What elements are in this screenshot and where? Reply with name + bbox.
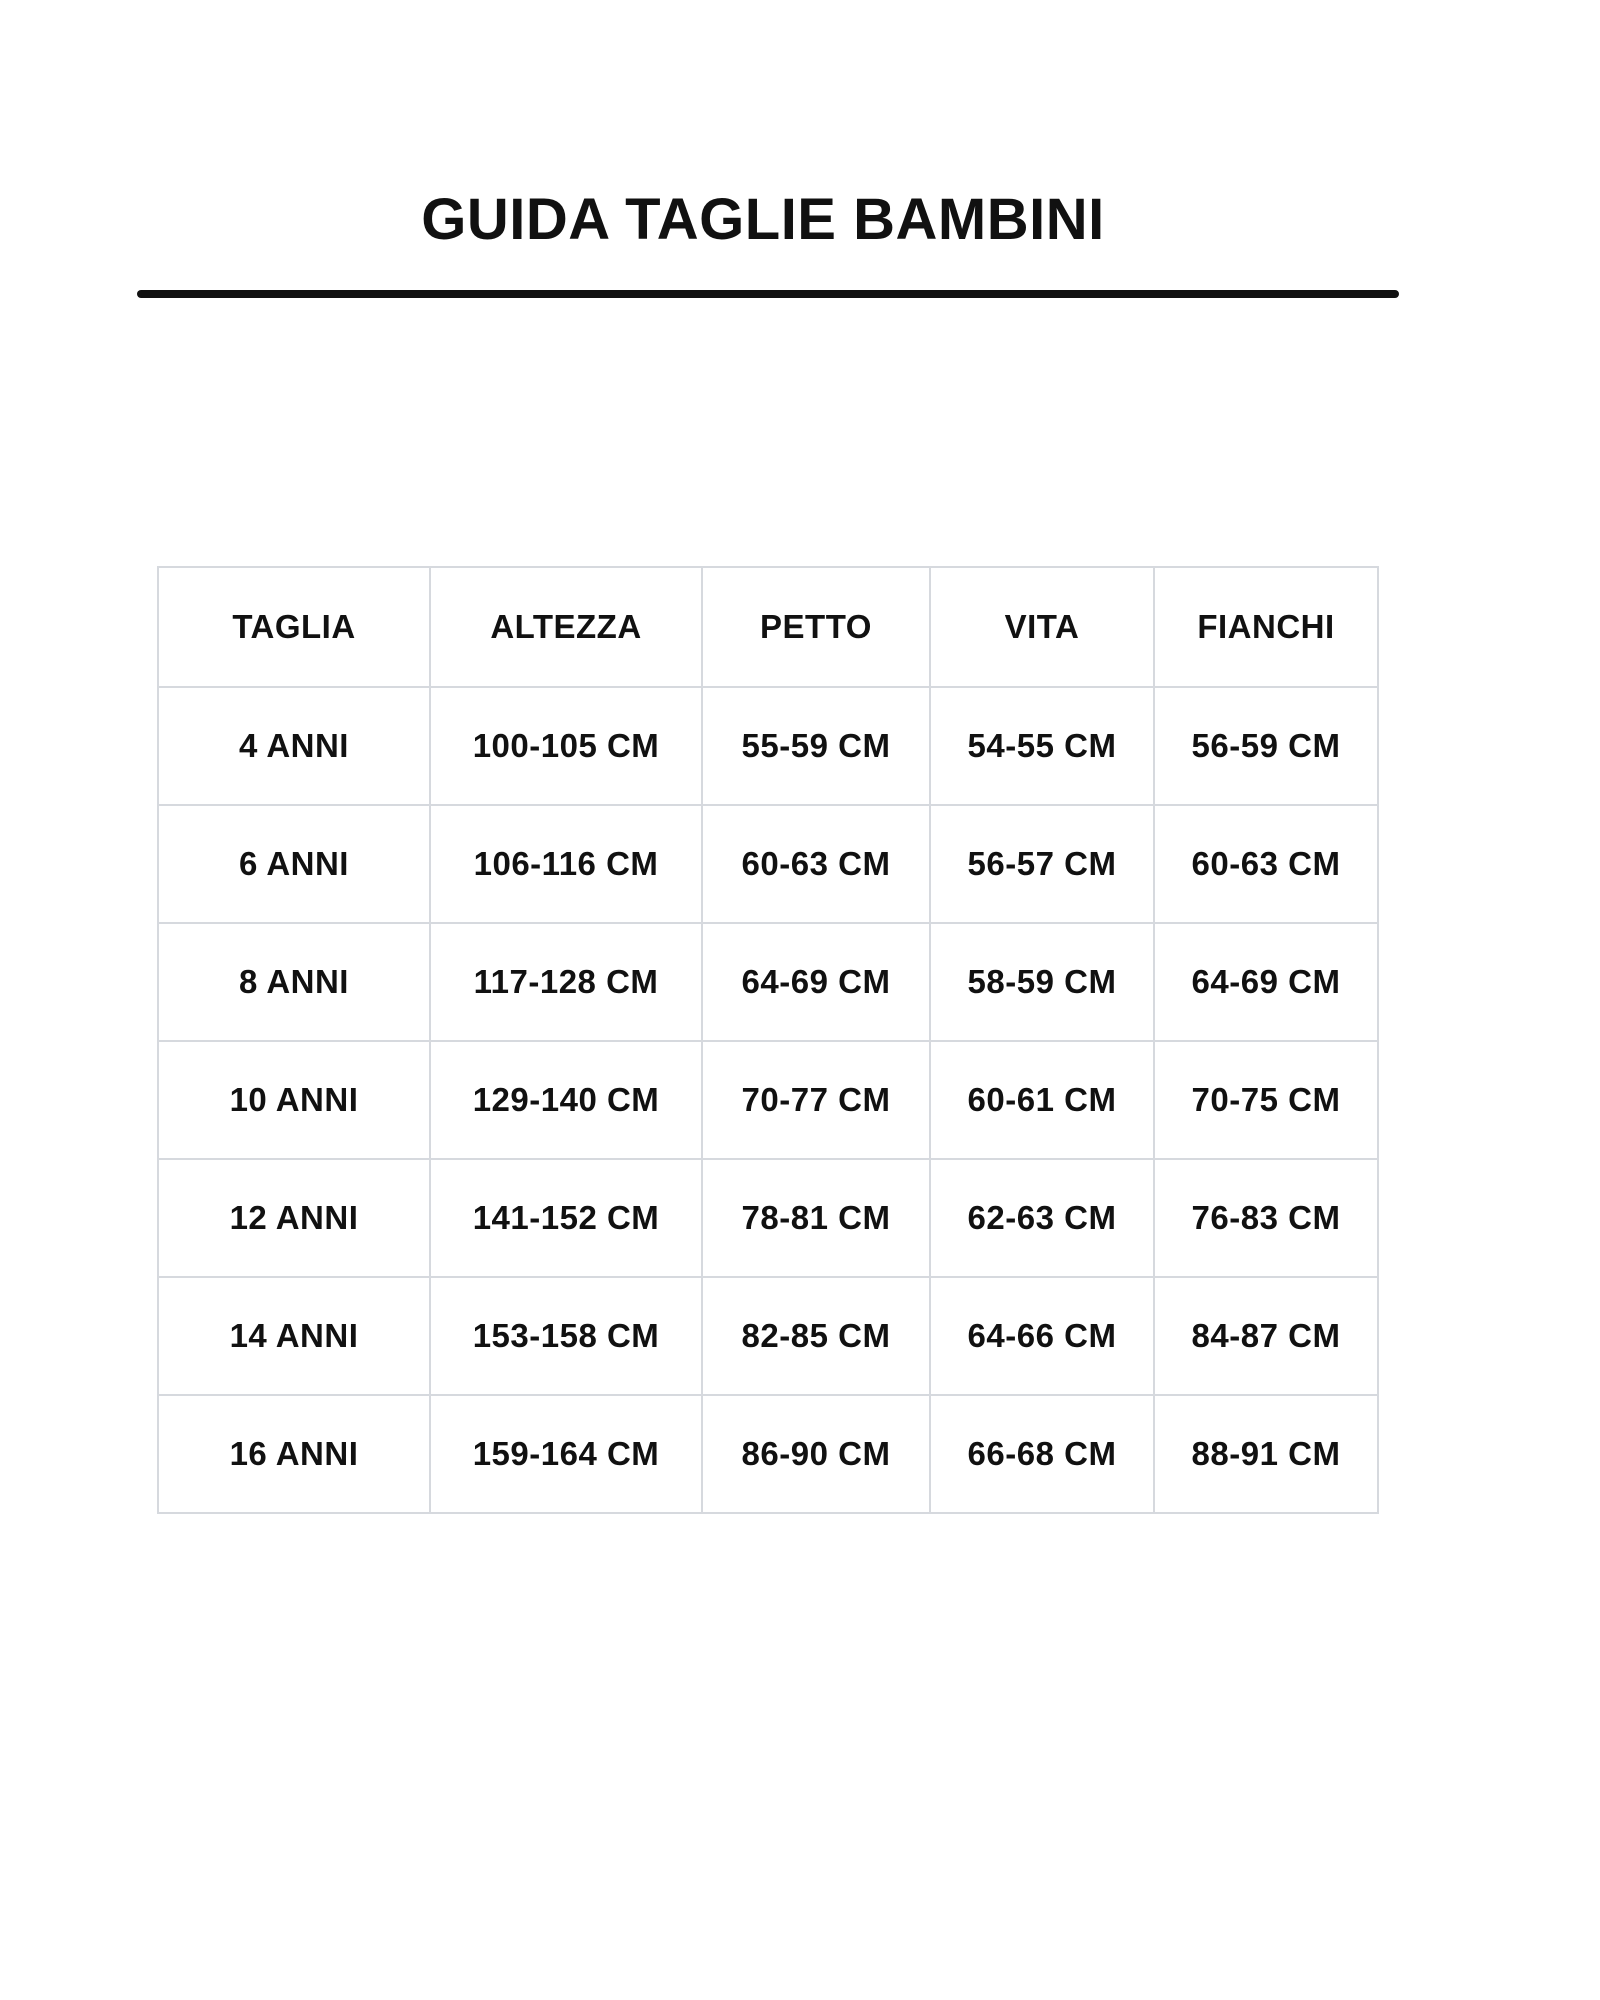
cell-vita: 60-61 CM <box>929 1040 1155 1160</box>
title-divider <box>137 290 1399 298</box>
size-chart-table: TAGLIA ALTEZZA PETTO VITA FIANCHI 4 ANNI… <box>157 566 1379 1514</box>
table-header-row: TAGLIA ALTEZZA PETTO VITA FIANCHI <box>157 566 1379 688</box>
cell-altezza: 141-152 CM <box>429 1158 703 1278</box>
header-fianchi: FIANCHI <box>1153 566 1379 688</box>
cell-fianchi: 60-63 CM <box>1153 804 1379 924</box>
cell-petto: 55-59 CM <box>701 686 931 806</box>
cell-taglia: 4 ANNI <box>157 686 431 806</box>
cell-fianchi: 88-91 CM <box>1153 1394 1379 1514</box>
cell-altezza: 129-140 CM <box>429 1040 703 1160</box>
table-row: 12 ANNI 141-152 CM 78-81 CM 62-63 CM 76-83 C… <box>157 1158 1379 1278</box>
cell-vita: 58-59 CM <box>929 922 1155 1042</box>
header-taglia: TAGLIA <box>157 566 431 688</box>
cell-fianchi: 64-69 CM <box>1153 922 1379 1042</box>
cell-petto: 78-81 CM <box>701 1158 931 1278</box>
table-row: 16 ANNI 159-164 CM 86-90 CM 66-68 CM 88-91 C… <box>157 1394 1379 1514</box>
cell-altezza: 117-128 CM <box>429 922 703 1042</box>
cell-altezza: 153-158 CM <box>429 1276 703 1396</box>
cell-taglia: 12 ANNI <box>157 1158 431 1278</box>
page-title: GUIDA TAGLIE BAMBINI <box>421 187 1105 252</box>
header-altezza: ALTEZZA <box>429 566 703 688</box>
cell-altezza: 100-105 CM <box>429 686 703 806</box>
table-row: 6 ANNI 106-116 CM 60-63 CM 56-57 CM 60-63 CM <box>157 804 1379 924</box>
cell-vita: 62-63 CM <box>929 1158 1155 1278</box>
cell-taglia: 16 ANNI <box>157 1394 431 1514</box>
cell-fianchi: 56-59 CM <box>1153 686 1379 806</box>
table-row: 14 ANNI 153-158 CM 82-85 CM 64-66 CM 84-87 C… <box>157 1276 1379 1396</box>
cell-taglia: 10 ANNI <box>157 1040 431 1160</box>
cell-petto: 60-63 CM <box>701 804 931 924</box>
table-row: 4 ANNI 100-105 CM 55-59 CM 54-55 CM 56-59 CM <box>157 686 1379 806</box>
cell-fianchi: 70-75 CM <box>1153 1040 1379 1160</box>
cell-taglia: 8 ANNI <box>157 922 431 1042</box>
cell-vita: 66-68 CM <box>929 1394 1155 1514</box>
table-row: 8 ANNI 117-128 CM 64-69 CM 58-59 CM 64-69 CM <box>157 922 1379 1042</box>
cell-petto: 64-69 CM <box>701 922 931 1042</box>
cell-taglia: 6 ANNI <box>157 804 431 924</box>
table-row: 10 ANNI 129-140 CM 70-77 CM 60-61 CM 70-75 C… <box>157 1040 1379 1160</box>
cell-vita: 64-66 CM <box>929 1276 1155 1396</box>
cell-altezza: 106-116 CM <box>429 804 703 924</box>
cell-fianchi: 76-83 CM <box>1153 1158 1379 1278</box>
cell-vita: 54-55 CM <box>929 686 1155 806</box>
header-vita: VITA <box>929 566 1155 688</box>
cell-petto: 86-90 CM <box>701 1394 931 1514</box>
cell-petto: 82-85 CM <box>701 1276 931 1396</box>
cell-fianchi: 84-87 CM <box>1153 1276 1379 1396</box>
cell-taglia: 14 ANNI <box>157 1276 431 1396</box>
cell-petto: 70-77 CM <box>701 1040 931 1160</box>
cell-altezza: 159-164 CM <box>429 1394 703 1514</box>
header-petto: PETTO <box>701 566 931 688</box>
cell-vita: 56-57 CM <box>929 804 1155 924</box>
